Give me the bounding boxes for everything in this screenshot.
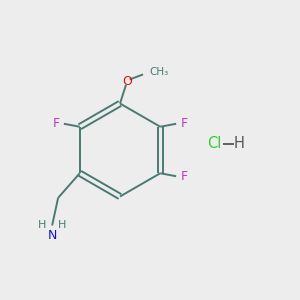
Text: F: F	[180, 117, 188, 130]
Text: H: H	[234, 136, 244, 152]
Text: F: F	[52, 117, 60, 130]
Text: N: N	[47, 229, 57, 242]
Text: H: H	[58, 220, 66, 230]
Text: O: O	[123, 75, 132, 88]
Text: Cl: Cl	[207, 136, 222, 152]
Text: F: F	[180, 170, 188, 183]
Text: H: H	[38, 220, 46, 230]
Text: CH₃: CH₃	[149, 67, 168, 77]
